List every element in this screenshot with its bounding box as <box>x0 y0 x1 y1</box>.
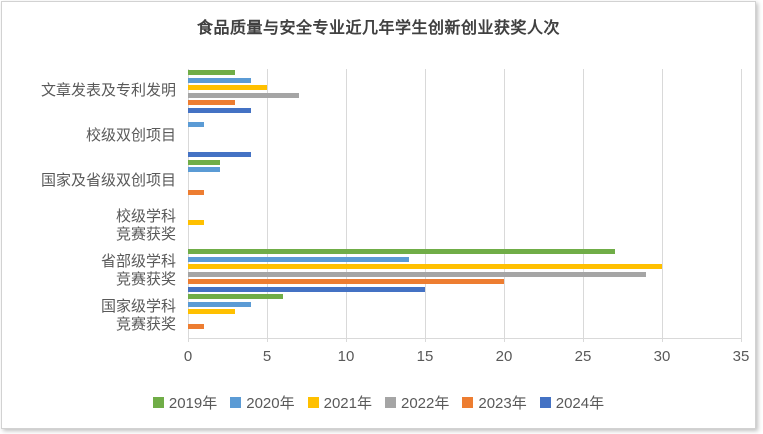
legend-item: 2021年 <box>307 392 372 413</box>
category-label-line: 竞赛获奖 <box>115 225 176 243</box>
bar <box>188 324 204 330</box>
legend-swatch-icon <box>462 397 474 408</box>
x-axis-tick-label: 5 <box>262 348 272 365</box>
bar <box>188 77 252 83</box>
bar-group <box>188 293 741 338</box>
axis-tick <box>346 338 347 342</box>
legend-label: 2024年 <box>555 395 605 412</box>
bar <box>188 107 252 113</box>
legend-label: 2023年 <box>478 395 527 412</box>
bar <box>188 264 662 270</box>
x-axis-tick-label: 25 <box>574 348 592 365</box>
bar-group <box>188 248 741 293</box>
chart-frame: 食品质量与安全专业近几年学生创新创业获奖人次 文章发表及专利发明校级双创项目国家… <box>1 1 756 429</box>
legend-swatch-icon <box>539 397 551 408</box>
category-axis-labels: 文章发表及专利发明 校级双创项目 国家及省级双创项目 校级学科 竞赛获奖 省部级学科 竞赛获… <box>2 69 182 338</box>
category-label-line: 竞赛获奖 <box>115 270 176 288</box>
category-label-line: 文章发表及专利发明 <box>40 82 176 100</box>
gridline <box>662 69 663 338</box>
x-axis-tick-label: 35 <box>732 348 750 365</box>
category-label-line: 竞赛获奖 <box>115 315 176 333</box>
x-axis-ticks <box>188 338 742 342</box>
bar <box>188 286 425 292</box>
legend-swatch-icon <box>385 397 396 408</box>
x-axis-tick-label: 20 <box>495 348 513 365</box>
bar <box>188 279 504 285</box>
category-label: 国家及省级双创项目 <box>2 159 182 204</box>
axis-tick <box>188 338 189 342</box>
gridline <box>346 69 347 338</box>
category-label-line: 校级学科 <box>115 207 176 225</box>
legend: 2019年 2020年 2021年 2022年 2023年 2024年 <box>2 392 755 413</box>
plot-area <box>188 69 742 339</box>
bar-group <box>188 159 741 204</box>
category-label-line: 国家级学科 <box>100 297 176 315</box>
bar <box>188 122 204 128</box>
category-label: 校级双创项目 <box>2 114 182 159</box>
legend-swatch-icon <box>307 397 319 408</box>
bar-group <box>188 114 741 159</box>
gridline <box>583 69 584 338</box>
bar <box>188 249 615 255</box>
bar <box>188 309 236 315</box>
category-label: 文章发表及专利发明 <box>2 69 182 114</box>
bar <box>188 294 283 300</box>
legend-item: 2019年 <box>152 392 218 413</box>
legend-item: 2023年 <box>462 392 527 413</box>
bar <box>188 92 299 98</box>
gridline <box>504 69 505 338</box>
bar <box>188 271 647 277</box>
legend-label: 2019年 <box>168 395 218 412</box>
category-label: 省部级学科 竞赛获奖 <box>2 248 182 293</box>
legend-item: 2022年 <box>385 392 449 413</box>
chart-title: 食品质量与安全专业近几年学生创新创业获奖人次 <box>196 20 560 37</box>
x-axis-tick-label: 10 <box>337 348 355 365</box>
legend-item: 2024年 <box>539 392 605 413</box>
bar <box>188 100 236 106</box>
bar <box>188 301 252 307</box>
bar <box>188 85 267 91</box>
bar <box>188 167 220 173</box>
legend-item: 2020年 <box>230 392 295 413</box>
axis-tick <box>741 338 742 342</box>
x-axis-tick-label: 0 <box>183 348 193 365</box>
legend-label: 2022年 <box>401 395 450 412</box>
category-label-line: 省部级学科 <box>100 252 176 270</box>
bar <box>188 152 252 158</box>
legend-label: 2020年 <box>246 395 295 412</box>
x-axis-tick-label: 30 <box>653 348 671 365</box>
legend-swatch-icon <box>230 397 242 408</box>
axis-tick <box>267 338 268 342</box>
gridline <box>741 69 742 338</box>
gridline <box>425 69 426 338</box>
gridline <box>188 69 189 338</box>
bar <box>188 219 204 225</box>
legend-label: 2021年 <box>323 395 372 412</box>
axis-tick <box>425 338 426 342</box>
bar <box>188 159 220 165</box>
x-axis-labels: 0 5 10 15 20 25 30 35 <box>184 348 750 366</box>
bar <box>188 189 204 195</box>
bar-group <box>188 69 741 114</box>
bar <box>188 256 410 262</box>
axis-tick <box>504 338 505 342</box>
axis-tick <box>583 338 584 342</box>
bar <box>188 70 236 76</box>
category-label: 国家级学科 竞赛获奖 <box>2 293 182 338</box>
category-label-line: 校级双创项目 <box>85 127 176 145</box>
bar-group <box>188 203 741 248</box>
axis-tick <box>662 338 663 342</box>
legend-swatch-icon <box>152 397 164 408</box>
category-label: 校级学科 竞赛获奖 <box>2 203 182 248</box>
x-axis-tick-label: 15 <box>416 348 434 365</box>
gridline <box>267 69 268 338</box>
category-label-line: 国家及省级双创项目 <box>40 172 176 190</box>
